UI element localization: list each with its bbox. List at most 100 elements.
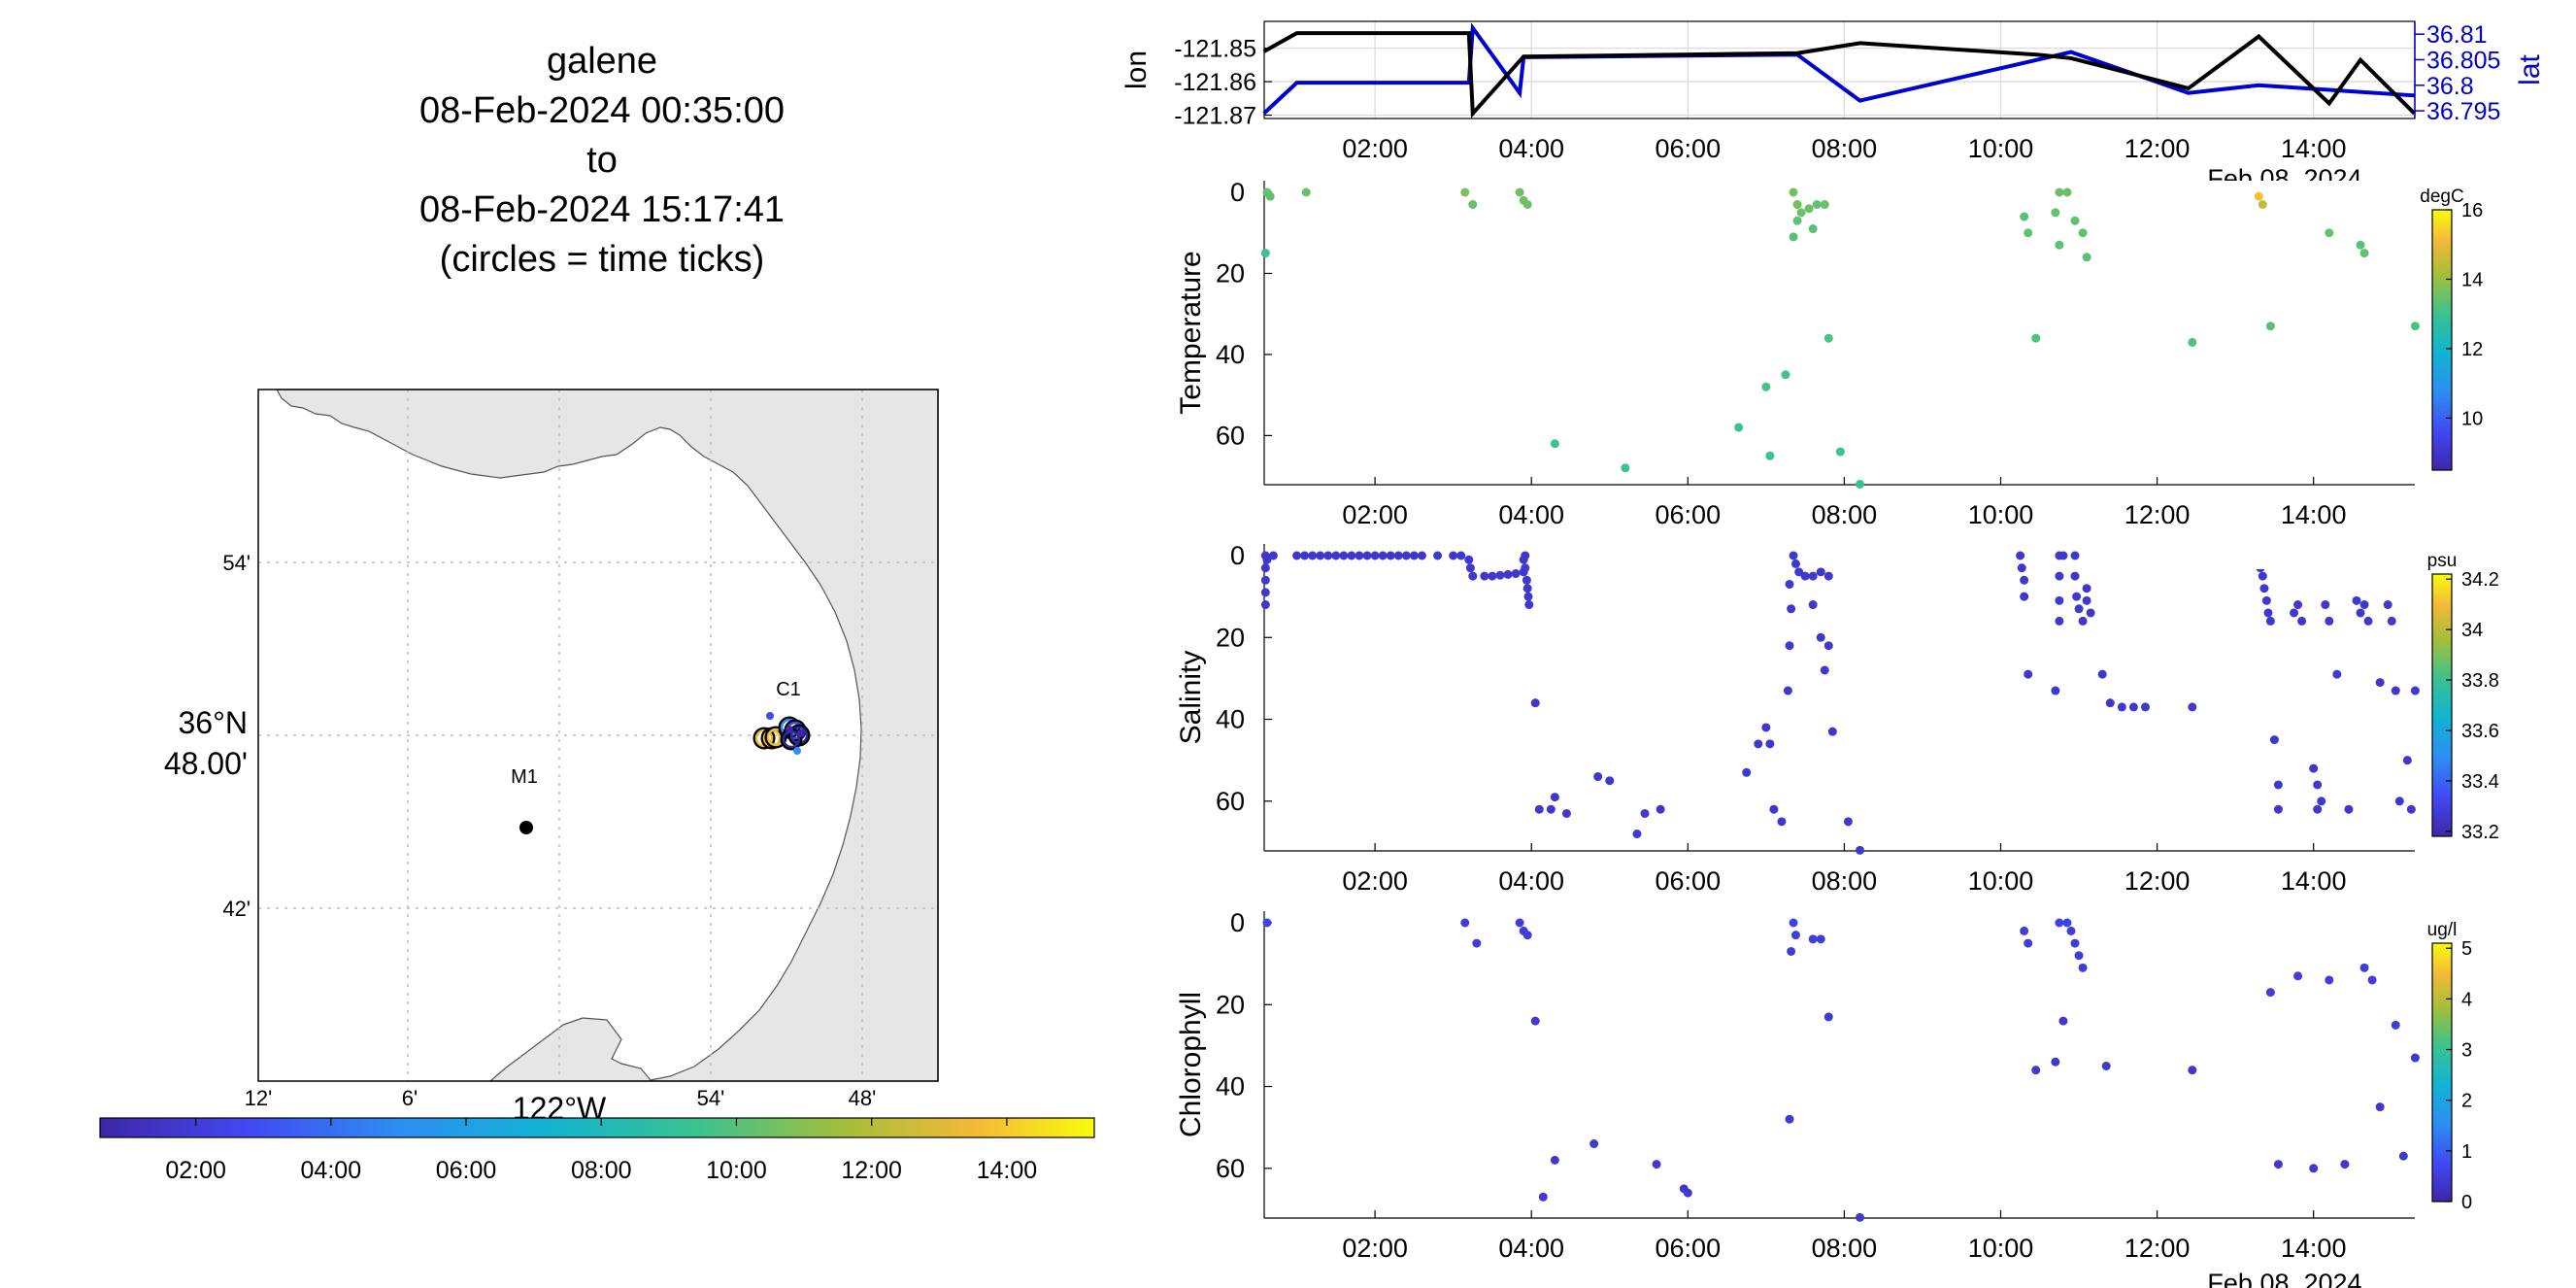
track-point bbox=[793, 747, 801, 755]
data-point bbox=[1785, 641, 1794, 651]
data-point bbox=[1260, 600, 1270, 610]
data-point bbox=[2394, 797, 2404, 806]
lat-axis-label: lat bbox=[2514, 53, 2546, 85]
data-point bbox=[1808, 934, 1818, 944]
map-x-tick: 48' bbox=[849, 1086, 877, 1110]
map-y-label: 36°N 48.00' bbox=[164, 705, 248, 781]
data-point bbox=[2128, 702, 2138, 712]
data-point bbox=[2058, 1016, 2068, 1026]
data-point bbox=[1656, 804, 1665, 814]
map-time-colorbar: 02:00 04:00 06:00 08:00 10:00 12:00 14:00 bbox=[99, 1117, 1095, 1184]
data-point bbox=[2055, 595, 2064, 605]
data-point bbox=[2031, 1066, 2041, 1075]
x-tick-label: 02:00 bbox=[1342, 1234, 1408, 1263]
data-point bbox=[2313, 804, 2323, 814]
lonlat-x-tick-label: 06:00 bbox=[1656, 134, 1722, 163]
lonlat-axes bbox=[1264, 21, 2415, 119]
y-tick-label: 40 bbox=[1216, 1072, 1245, 1102]
track-cluster bbox=[753, 712, 811, 755]
colorbar-tick-label: 3 bbox=[2461, 1040, 2472, 1062]
data-point bbox=[1605, 776, 1615, 786]
data-point bbox=[2375, 1102, 2385, 1112]
colorbar-unit: degC bbox=[2420, 186, 2463, 207]
x-tick-label: 14:00 bbox=[2281, 500, 2347, 529]
data-point bbox=[2254, 191, 2263, 201]
y-axis-label: Salinity bbox=[1175, 651, 1207, 745]
data-point bbox=[2356, 608, 2365, 618]
data-point bbox=[1292, 551, 1302, 560]
time-colorbar-ticks: 02:00 04:00 06:00 08:00 10:00 12:00 14:00 bbox=[165, 1118, 1037, 1184]
data-point bbox=[1593, 772, 1603, 782]
data-point bbox=[1534, 804, 1544, 814]
data-point bbox=[2273, 804, 2283, 814]
time-colorbar-tick-label: 12:00 bbox=[841, 1157, 902, 1184]
data-point bbox=[2265, 322, 2275, 331]
data-point bbox=[2058, 551, 2068, 560]
data-point bbox=[1339, 551, 1349, 560]
data-point bbox=[2265, 988, 2275, 998]
title-end-time: 08-Feb-2024 15:17:41 bbox=[418, 189, 786, 230]
data-point bbox=[1823, 571, 1833, 581]
data-point bbox=[2325, 975, 2334, 985]
data-point bbox=[2051, 1057, 2060, 1067]
data-point bbox=[1480, 571, 1489, 581]
data-point bbox=[2269, 735, 2279, 745]
y-ticks: 0 20 40 60 bbox=[1216, 178, 1272, 450]
data-point bbox=[2055, 616, 2064, 626]
time-colorbar-tick-label: 14:00 bbox=[977, 1157, 1038, 1184]
data-point bbox=[1820, 665, 1829, 675]
y-tick-label: 60 bbox=[1216, 1154, 1245, 1183]
data-point bbox=[1347, 551, 1356, 560]
y-tick-label: 40 bbox=[1216, 340, 1245, 369]
data-point bbox=[1820, 200, 1829, 210]
data-point bbox=[1843, 817, 1853, 827]
data-point bbox=[1632, 830, 1642, 839]
data-point bbox=[1511, 569, 1521, 579]
data-point bbox=[1787, 946, 1796, 956]
colorbar: ug/l5 4 3 2 1 0 bbox=[2427, 920, 2472, 1213]
data-point bbox=[2309, 1164, 2319, 1173]
data-point bbox=[1856, 479, 1865, 489]
data-point bbox=[2398, 1151, 2408, 1161]
data-point bbox=[1449, 551, 1458, 560]
lon-line bbox=[1262, 31, 2417, 119]
x-ticks: 02:00 04:00 06:00 08:00 10:00 12:00 14:00 bbox=[1342, 843, 2346, 896]
x-tick-label: 04:00 bbox=[1498, 866, 1564, 896]
data-point bbox=[1781, 370, 1790, 380]
data-point bbox=[1362, 551, 1372, 560]
data-point bbox=[1652, 1160, 1661, 1169]
data-point bbox=[2031, 333, 2041, 343]
map-gridlines bbox=[258, 390, 938, 1081]
station-marker-m1 bbox=[519, 821, 533, 834]
data-point bbox=[2265, 616, 2275, 626]
data-point bbox=[2062, 187, 2072, 197]
title-note: (circles = time ticks) bbox=[439, 239, 765, 280]
data-point bbox=[2410, 1053, 2420, 1063]
y-tick-label: 40 bbox=[1216, 705, 1245, 734]
data-point bbox=[1538, 1192, 1548, 1202]
data-point bbox=[1488, 571, 1497, 581]
data-point bbox=[1522, 931, 1532, 940]
time-colorbar-tick-label: 04:00 bbox=[301, 1157, 362, 1184]
map-x-tick: 6' bbox=[402, 1086, 418, 1110]
lonlat-x-tick-label: 14:00 bbox=[2281, 134, 2347, 163]
x-ticks: 02:00 04:00 06:00 08:00 10:00 12:00 14:00 bbox=[1342, 1210, 2346, 1263]
lon-tick-label: -121.85 bbox=[1174, 36, 1256, 63]
time-colorbar-tick-label: 08:00 bbox=[571, 1157, 632, 1184]
time-colorbar-tick-label: 06:00 bbox=[436, 1157, 497, 1184]
data-point bbox=[1812, 200, 1822, 210]
data-point bbox=[1794, 567, 1804, 577]
x-tick-label: 10:00 bbox=[1968, 866, 2034, 896]
data-point bbox=[1522, 200, 1532, 210]
x-tick-label: 12:00 bbox=[2124, 500, 2191, 529]
data-point bbox=[2259, 584, 2269, 593]
map-panel: 12' 6' 54' 48' 122°W 54' 42' 36°N 48.00' … bbox=[164, 389, 939, 1126]
data-point bbox=[1331, 551, 1341, 560]
data-point bbox=[2051, 686, 2060, 695]
y-tick-label: 20 bbox=[1216, 258, 1245, 288]
colorbar-unit: psu bbox=[2427, 551, 2458, 571]
data-point bbox=[1301, 187, 1311, 197]
colorbar-tick-label: 12 bbox=[2461, 339, 2483, 360]
x-tick-label: 08:00 bbox=[1812, 1234, 1878, 1263]
y-axis-label: Temperature bbox=[1175, 251, 1207, 414]
